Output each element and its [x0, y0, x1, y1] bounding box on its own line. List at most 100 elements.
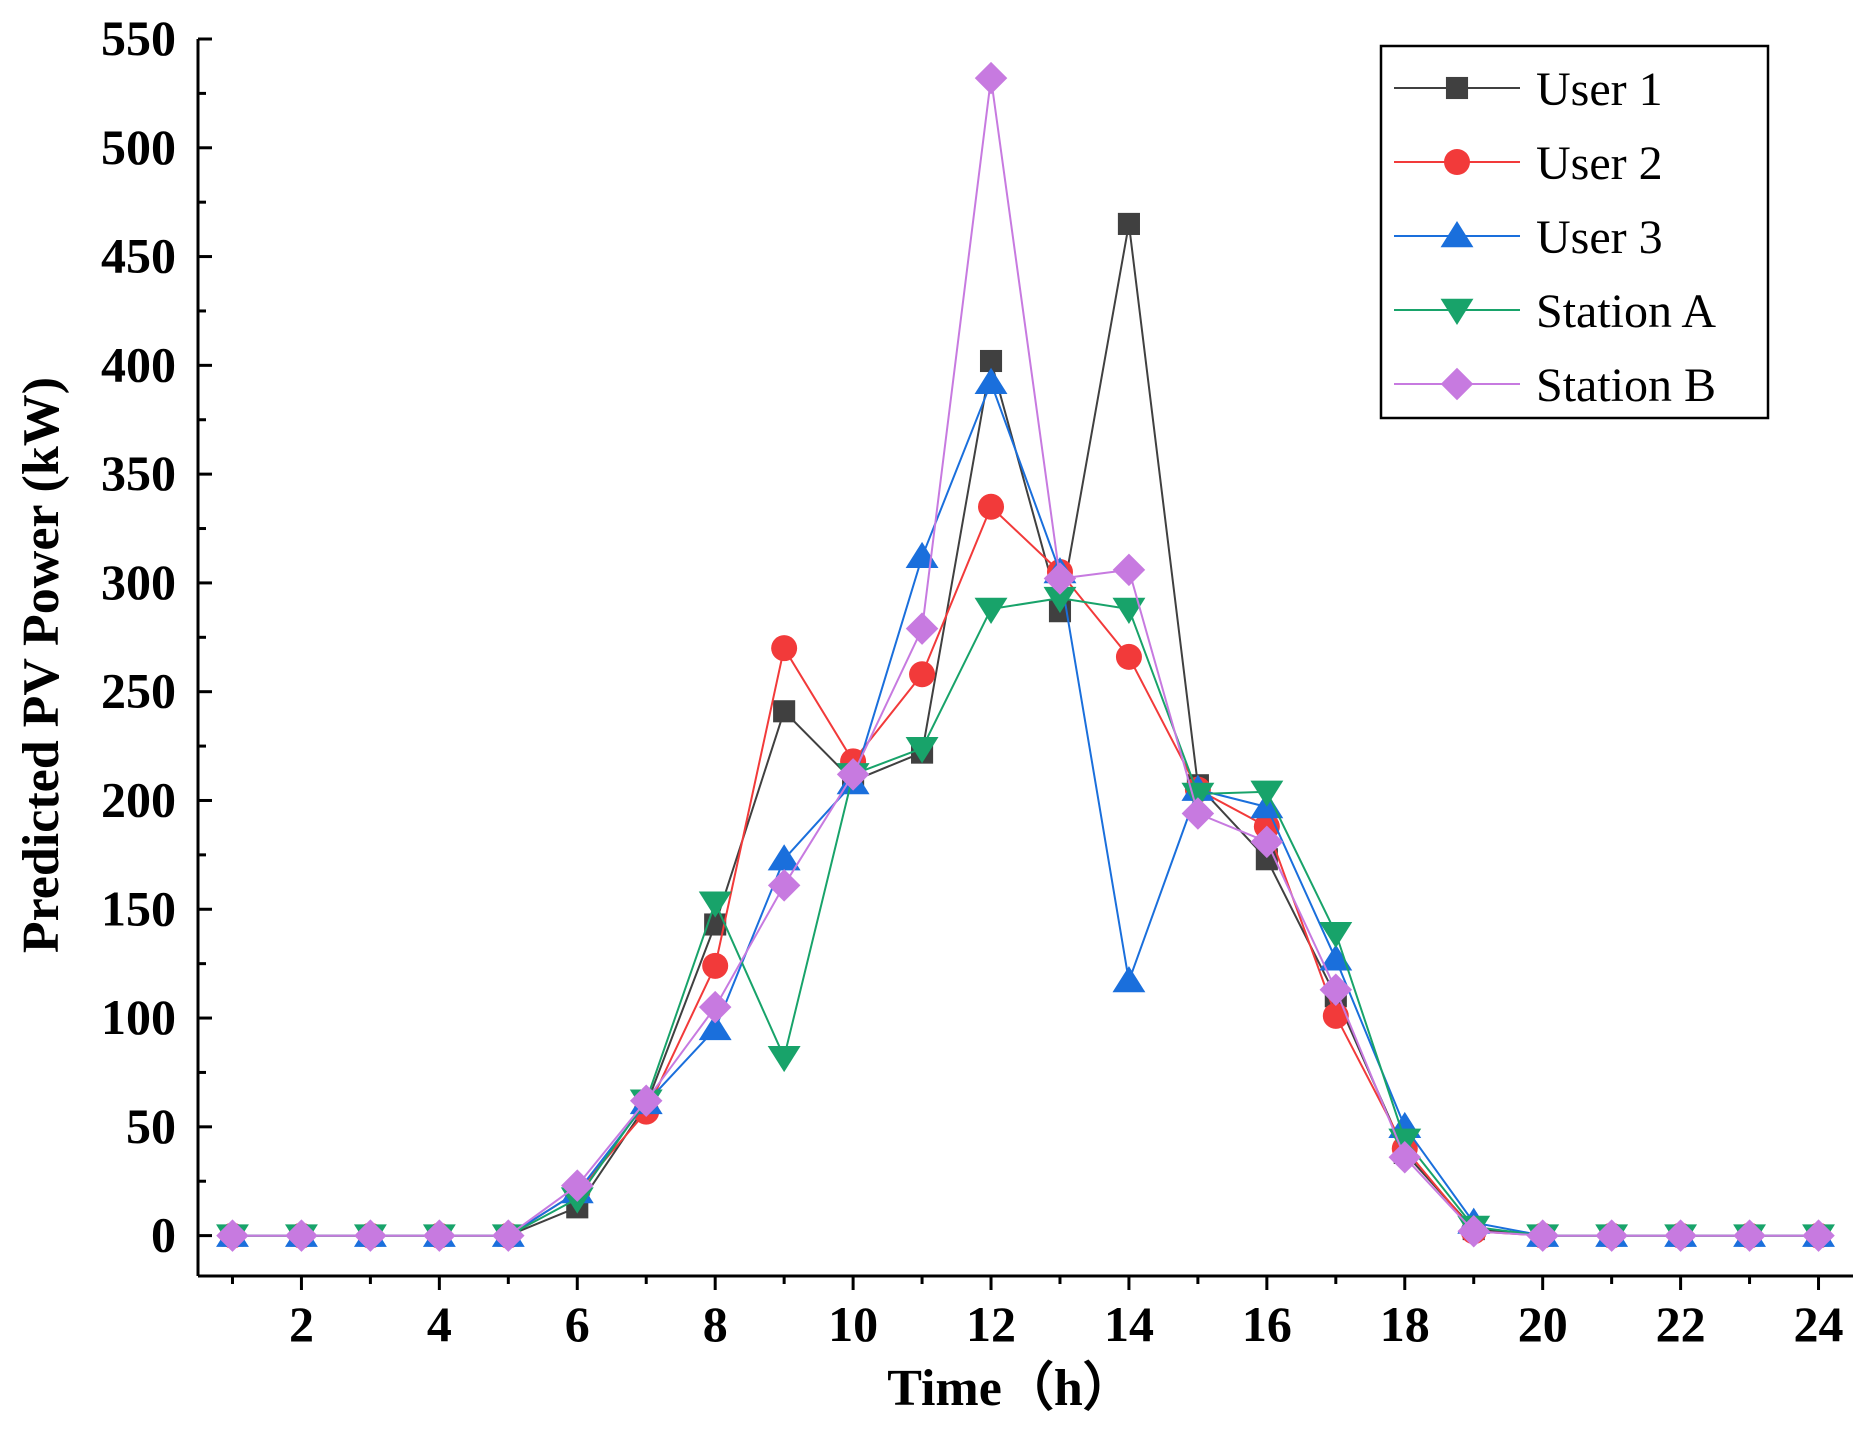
legend-label: User 3	[1536, 211, 1663, 264]
data-point	[1115, 643, 1142, 670]
x-tick-label: 2	[289, 1296, 314, 1352]
data-point	[905, 612, 939, 645]
legend-marker	[1444, 149, 1470, 175]
y-tick-label: 400	[101, 336, 176, 392]
data-point	[767, 869, 801, 902]
data-point	[698, 1013, 732, 1041]
data-point	[974, 597, 1008, 624]
x-tick-label: 12	[966, 1296, 1016, 1352]
data-point	[974, 367, 1008, 394]
x-tick-label: 4	[427, 1296, 452, 1352]
legend-label: User 2	[1536, 137, 1663, 190]
y-tick-label: 50	[126, 1098, 176, 1154]
data-point	[773, 700, 796, 723]
data-point	[698, 990, 732, 1024]
data-point	[979, 349, 1003, 373]
legend-item: User 1	[1394, 63, 1663, 116]
data-point	[836, 758, 870, 791]
data-point	[629, 1084, 663, 1117]
data-point	[1388, 1141, 1422, 1174]
series-user-3	[216, 367, 1835, 1247]
data-point	[1319, 973, 1353, 1007]
x-tick-label: 22	[1656, 1296, 1706, 1352]
y-tick-label: 0	[151, 1207, 176, 1263]
legend-marker	[1445, 76, 1469, 100]
data-point	[1319, 944, 1353, 971]
data-point	[1664, 1219, 1697, 1252]
data-point	[1112, 966, 1146, 993]
y-tick-label: 350	[101, 445, 176, 501]
data-point	[1733, 1219, 1766, 1252]
data-point	[492, 1219, 525, 1252]
data-point	[1250, 780, 1284, 807]
series-line	[232, 505, 1819, 1237]
x-tick-label: 20	[1518, 1296, 1568, 1352]
y-axis-title: Predicted PV Power (kW)	[13, 377, 70, 953]
y-tick-label: 450	[101, 228, 176, 284]
series-user-2	[219, 493, 1832, 1249]
legend-item: Station B	[1394, 359, 1716, 412]
data-point	[285, 1219, 318, 1252]
data-point	[1526, 1219, 1559, 1252]
data-point	[1322, 1002, 1349, 1029]
y-tick-label: 200	[101, 771, 176, 827]
series-line	[232, 597, 1819, 1237]
data-point	[423, 1219, 456, 1252]
legend-marker	[1440, 221, 1474, 248]
legend-item: User 2	[1394, 137, 1663, 190]
x-tick-label: 14	[1104, 1296, 1154, 1352]
data-point	[771, 635, 798, 662]
legend-label: Station B	[1536, 359, 1716, 412]
data-point	[1595, 1219, 1628, 1252]
x-tick-label: 8	[703, 1296, 728, 1352]
legend-item: Station A	[1394, 285, 1716, 338]
data-point	[767, 1045, 801, 1073]
x-tick-label: 10	[828, 1296, 878, 1352]
series-layer	[216, 61, 1835, 1252]
series-line	[232, 379, 1819, 1237]
legend-marker	[1440, 367, 1474, 401]
data-point	[978, 493, 1005, 520]
data-point	[354, 1219, 387, 1252]
x-tick-label: 24	[1794, 1296, 1844, 1352]
data-point	[698, 891, 732, 918]
data-point	[561, 1169, 594, 1202]
legend-item: User 3	[1394, 211, 1663, 264]
y-tick-label: 100	[101, 989, 176, 1045]
data-point	[974, 61, 1008, 95]
data-point	[1181, 782, 1215, 809]
legend-box	[1379, 44, 1770, 420]
data-point	[1457, 1215, 1490, 1248]
data-point	[1802, 1219, 1835, 1252]
y-tick-label: 300	[101, 554, 176, 610]
x-tick-label: 6	[565, 1296, 590, 1352]
data-point	[702, 952, 729, 979]
x-tick-label: 18	[1380, 1296, 1430, 1352]
data-point	[1250, 825, 1284, 859]
x-tick-label: 16	[1242, 1296, 1292, 1352]
data-point	[216, 1219, 249, 1252]
data-point	[1181, 797, 1215, 830]
data-point	[1117, 212, 1140, 235]
legend: User 1 User 2 User 3 Station A Station B	[1379, 44, 1770, 420]
data-point	[1043, 586, 1077, 614]
data-point	[909, 661, 936, 688]
data-point	[905, 541, 939, 569]
data-point	[1043, 562, 1077, 595]
y-tick-label: 150	[101, 880, 176, 936]
y-tick-label: 500	[101, 119, 176, 175]
x-axis-title: Time（h）	[887, 1359, 1135, 1417]
legend-marker	[1440, 298, 1474, 325]
data-point	[1112, 553, 1146, 587]
y-tick-label: 250	[101, 663, 176, 719]
data-point	[1319, 921, 1353, 949]
legend-label: Station A	[1536, 285, 1716, 338]
y-tick-label: 550	[101, 10, 176, 66]
series-station-a	[216, 586, 1835, 1251]
data-point	[905, 737, 939, 764]
data-point	[767, 844, 801, 871]
legend-label: User 1	[1536, 63, 1663, 116]
data-point	[1112, 597, 1146, 624]
